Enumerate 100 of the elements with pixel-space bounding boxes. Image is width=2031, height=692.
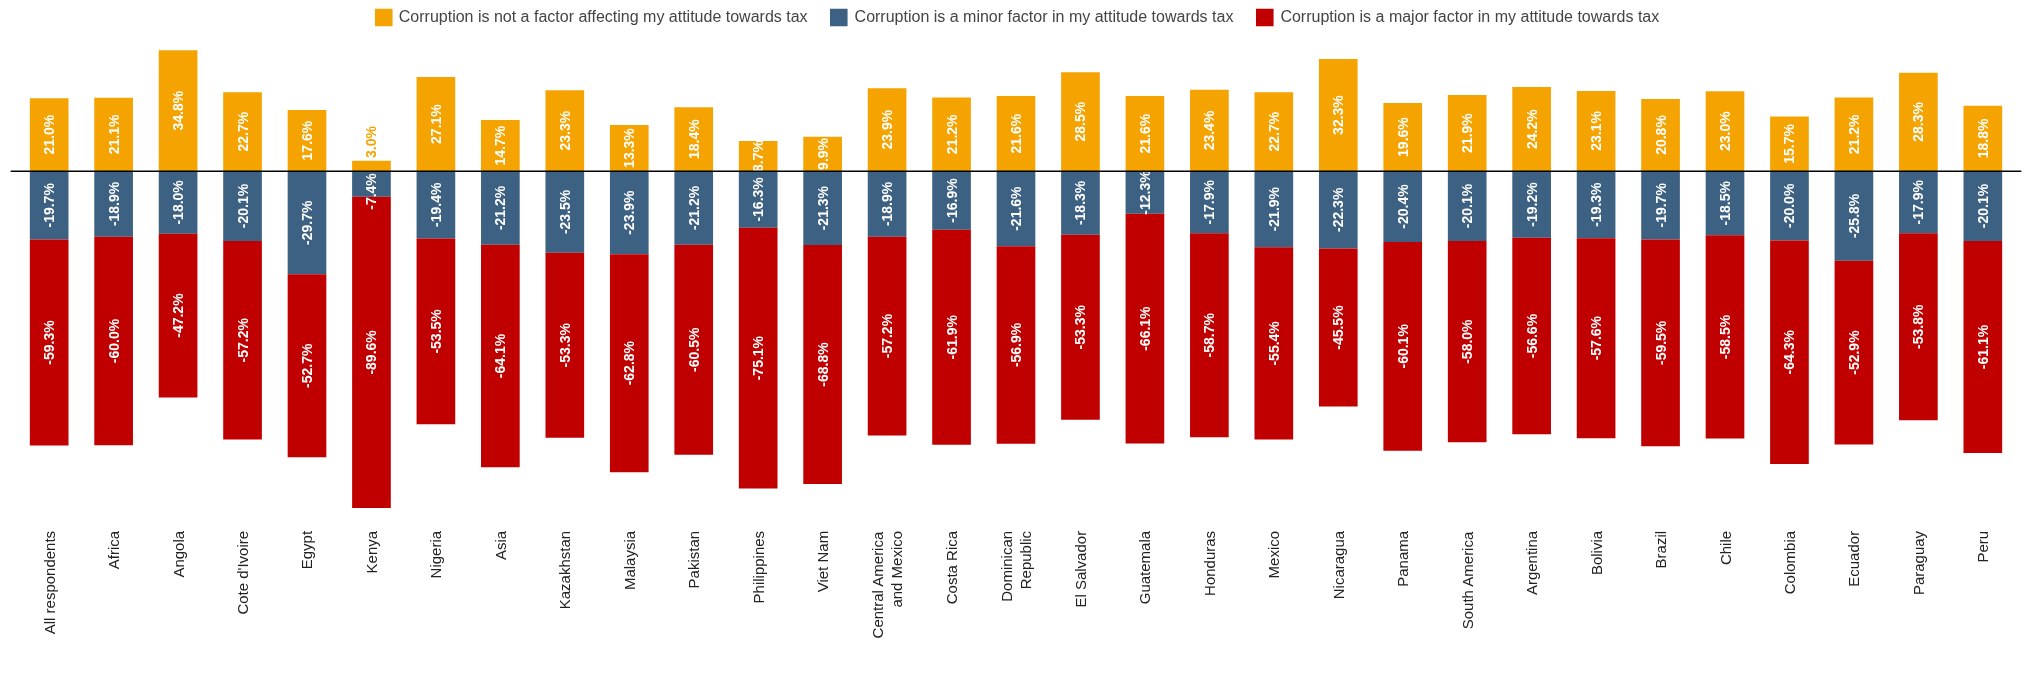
- bar: [29, 239, 69, 446]
- data-label: -55.4%: [1265, 320, 1282, 366]
- data-label: -52.9%: [1845, 329, 1862, 375]
- x-tick-label: Paraguay: [1909, 530, 1927, 596]
- bar: [416, 77, 456, 172]
- data-label: -25.8%: [1845, 193, 1862, 239]
- data-label: -66.1%: [1136, 305, 1153, 351]
- data-label: 24.2%: [1523, 108, 1540, 149]
- bar: [158, 233, 198, 398]
- data-label: 18.8%: [1974, 118, 1991, 159]
- data-label: -22.3%: [1330, 187, 1347, 233]
- data-label: -23.9%: [621, 189, 638, 235]
- bar: [29, 171, 69, 240]
- data-label: -21.2%: [492, 185, 509, 231]
- bar: [1447, 171, 1487, 241]
- data-label: -29.7%: [298, 199, 315, 245]
- data-label: -16.9%: [943, 177, 960, 223]
- x-tick-label: Panama: [1394, 530, 1412, 587]
- x-tick-label: Malaysia: [620, 530, 638, 591]
- x-tick-label: Guatemala: [1136, 530, 1154, 605]
- data-label: 9.9%: [814, 137, 831, 170]
- bar: [1512, 237, 1551, 435]
- data-label: -20.1%: [1459, 183, 1476, 229]
- bar: [1383, 241, 1423, 451]
- bar: [545, 90, 585, 172]
- legend-label: Corruption is not a factor affecting my attitude towards tax: [398, 8, 808, 26]
- data-label: -53.3%: [556, 322, 573, 368]
- data-label: 15.7%: [1781, 123, 1798, 164]
- data-label: -21.6%: [1008, 185, 1024, 231]
- bar: [481, 244, 520, 468]
- data-label: 17.6%: [298, 120, 315, 161]
- data-label: 20.8%: [1652, 114, 1669, 155]
- bar: [223, 92, 262, 172]
- bar: [29, 98, 69, 172]
- bar: [1061, 234, 1100, 420]
- bar: [867, 236, 907, 436]
- bar: [674, 244, 714, 455]
- x-tick-label: Philippines: [749, 530, 767, 604]
- data-label: 14.7%: [492, 125, 509, 166]
- data-label: -45.5%: [1330, 304, 1347, 350]
- bar: [1834, 171, 1874, 261]
- x-tick-label: Asia: [491, 530, 509, 561]
- data-label: -53.5%: [427, 308, 444, 354]
- data-label: 22.7%: [234, 111, 251, 152]
- data-label: -18.0%: [170, 179, 187, 225]
- bar: [158, 50, 198, 172]
- data-label: -18.9%: [105, 181, 122, 227]
- data-label: 28.5%: [1072, 101, 1089, 142]
- x-tick-label: Colombia: [1780, 530, 1798, 595]
- bar: [1318, 171, 1358, 249]
- data-label: -52.7%: [298, 343, 315, 388]
- x-tick-label: Kenya: [362, 530, 380, 574]
- data-label: -56.6%: [1523, 313, 1540, 359]
- data-label: -20.1%: [1974, 183, 1991, 229]
- bar: [1254, 92, 1294, 172]
- data-label: 23.4%: [1201, 110, 1218, 151]
- x-tick-label: Peru: [1974, 530, 1992, 563]
- data-label: -58.0%: [1459, 318, 1476, 364]
- bar: [1318, 58, 1358, 172]
- data-label: -17.9%: [1201, 179, 1218, 225]
- data-label: 8.7%: [750, 139, 767, 172]
- bar: [932, 97, 971, 172]
- x-tick-label: All respondents: [40, 530, 58, 635]
- bar: [1770, 240, 1809, 464]
- x-tick-label: Mexico: [1265, 530, 1283, 579]
- data-label: 22.7%: [1265, 111, 1282, 152]
- data-label: 21.6%: [1008, 113, 1024, 154]
- x-tick-label: Egypt: [298, 530, 316, 570]
- data-label: -64.1%: [492, 333, 509, 379]
- legend-label: Corruption is a major factor in my attitude towards tax: [1280, 8, 1660, 26]
- x-tick-label: Chile: [1716, 530, 1734, 566]
- x-tick-label: Honduras: [1200, 530, 1218, 596]
- data-label: 32.3%: [1330, 94, 1347, 135]
- data-label: 23.0%: [1717, 110, 1734, 152]
- data-label: -19.4%: [427, 182, 444, 227]
- data-label: -61.1%: [1974, 324, 1991, 370]
- bar: [1641, 239, 1680, 447]
- data-label: -19.2%: [1523, 181, 1540, 227]
- x-tick-label: Dominican Republic: [998, 530, 1034, 602]
- data-label: 21.2%: [1845, 113, 1862, 155]
- data-label: -12.3%: [1136, 169, 1153, 215]
- bar: [609, 254, 649, 473]
- data-label: 21.1%: [105, 114, 122, 155]
- bar: [674, 171, 714, 245]
- bar: [1576, 238, 1616, 439]
- bar: [1963, 240, 2003, 454]
- bar: [996, 246, 1036, 444]
- data-label: -64.3%: [1781, 329, 1798, 375]
- data-label: 23.9%: [879, 109, 896, 150]
- data-label: -7.4%: [363, 172, 380, 210]
- x-tick-label: Bolivia: [1587, 530, 1605, 576]
- data-label: -62.8%: [621, 340, 638, 386]
- bar: [1254, 247, 1294, 440]
- data-label: -57.2%: [234, 317, 251, 363]
- data-label: -60.0%: [105, 318, 122, 364]
- data-label: -59.3%: [41, 319, 58, 365]
- x-tick-label: Pakistan: [685, 530, 703, 589]
- bar: [1190, 89, 1229, 172]
- data-label: -61.9%: [943, 314, 960, 360]
- x-tick-label: Brazil: [1652, 530, 1670, 569]
